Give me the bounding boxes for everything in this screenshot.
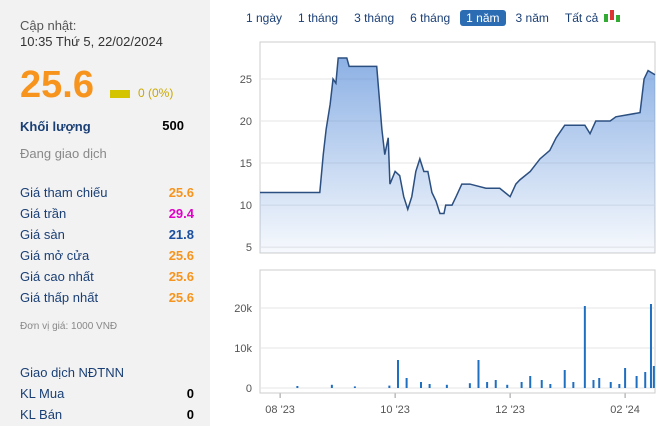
volume-bar [396,360,399,388]
range-tab[interactable]: 3 tháng [354,11,395,25]
volume-bar [609,382,612,388]
icon-candle [610,10,614,20]
icon-candle [616,15,620,22]
price: 25.6 [20,64,94,106]
foreign-label: KL Mua [20,386,65,401]
volume-bar [652,366,655,388]
row-value: 25.6 [168,185,194,200]
y-tick-label: 20 [240,116,252,128]
volume-bar [649,304,652,388]
volume-bar [405,378,408,388]
y-tick-label: 15 [240,158,252,170]
x-tick-label: 08 '23 [265,404,295,416]
volume-bar [296,386,299,388]
range-tab[interactable]: 6 tháng [410,11,451,25]
volume-bar [506,384,509,388]
volume: 500 [162,118,184,133]
range-tab[interactable]: 1 ngày [246,11,283,25]
y-tick-label: 5 [246,242,252,254]
volume-bar [529,376,532,388]
volume-bar [644,372,647,388]
volume-bar [540,380,543,388]
foreign-value: 0 [186,386,194,401]
row-value: 21.8 [168,227,194,242]
volume-bar [477,360,480,388]
range-tabs: 1 ngày 1 tháng 3 tháng 6 tháng 1 năm 3 năm Tất… [240,10,608,26]
info-panel: Cập nhật: 10:35 Thứ 5, 22/02/2024 25.6 0… [0,0,210,426]
volume-bar [486,382,489,388]
row-value: 25.6 [168,290,194,305]
plot-frame [259,269,656,394]
plot-frame [259,41,656,254]
volume-bar [635,376,638,388]
row-label: Giá cao nhất [20,269,94,284]
volume-bar [563,370,566,388]
volume-bar [592,380,595,388]
foreign-label: KL Bán [20,407,63,422]
foreign-value: 0 [186,407,194,422]
row-value: 25.6 [168,269,194,284]
y-tick-label: 10k [234,343,252,355]
volume-bar [549,384,552,388]
unit: Đơn vị giá: 1000 VNĐ [20,321,118,332]
volume-bar [572,382,575,388]
volume-bar [598,378,601,388]
y-tick-label: 20k [234,303,252,315]
range-tab[interactable]: 3 năm [515,11,549,25]
row-label: Giá tham chiếu [20,185,108,200]
volume-bar [520,382,523,388]
price-area [260,57,655,254]
volume-bar [445,384,448,388]
status: Đang giao dịch [20,146,107,161]
range-tab[interactable]: 1 tháng [298,11,339,25]
volume-bar [624,368,627,388]
volume-bar [419,382,422,388]
volume-bar [388,385,391,388]
y-tick-label: 10 [240,200,252,212]
volume-bar [330,384,333,388]
update-label: Cập nhật: [20,18,77,33]
range-tab[interactable]: Tất cả [564,11,599,25]
volume-label: Khối lượng [20,119,91,134]
row-label: Giá mở cửa [20,248,90,263]
row-value: 25.6 [168,248,194,263]
row-label: Giá thấp nhất [20,290,99,305]
y-tick-label: 25 [240,74,252,86]
price-line [260,57,656,215]
update-time: 10:35 Thứ 5, 22/02/2024 [20,34,163,49]
volume-bar [428,384,431,388]
x-tick-label: 10 '23 [380,404,410,416]
change: 0 (0%) [138,86,174,100]
change-icon [110,90,130,98]
volume-bar [468,383,471,388]
row-label: Giá trần [20,206,67,221]
row-label: Giá sàn [20,227,65,242]
volume-bar [618,384,621,388]
volume-bar [353,386,356,388]
range-tab[interactable]: 1 năm [460,10,506,26]
row-value: 29.4 [168,206,194,221]
x-tick-label: 12 '23 [495,404,525,416]
foreign-title: Giao dịch NĐTNN [20,365,125,380]
volume-bar [494,380,497,388]
y-tick-label: 0 [246,383,252,395]
volume-bar [583,306,586,388]
x-tick-label: 02 '24 [610,404,640,416]
